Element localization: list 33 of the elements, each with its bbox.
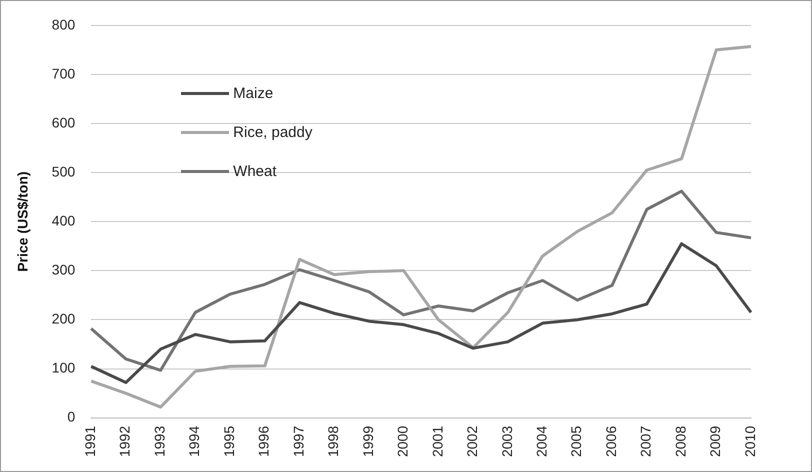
y-tick-label: 400 xyxy=(52,212,76,228)
x-tick-label: 2007 xyxy=(638,426,654,458)
x-tick-label: 1995 xyxy=(220,426,237,458)
y-tick-label: 600 xyxy=(52,114,76,130)
x-tick-label: 1996 xyxy=(256,426,272,458)
x-tick-label: 2004 xyxy=(533,426,550,458)
x-tick-label: 2003 xyxy=(498,426,515,458)
x-tick-label: 1991 xyxy=(82,426,98,458)
legend-label: Maize xyxy=(233,85,274,102)
x-tick-label: 2001 xyxy=(429,426,446,458)
legend-label: Rice, paddy xyxy=(233,124,312,142)
x-tick-label: 2002 xyxy=(464,426,480,458)
y-tick-label: 100 xyxy=(52,360,76,376)
y-tick-label: 0 xyxy=(67,408,76,425)
x-tick-label: 1992 xyxy=(116,426,133,458)
y-tick-label: 200 xyxy=(52,310,76,327)
y-tick-label: 800 xyxy=(52,16,76,32)
x-tick-label: 2010 xyxy=(742,426,758,458)
x-tick-label: 2005 xyxy=(568,426,584,458)
x-tick-label: 2006 xyxy=(602,426,619,458)
x-tick-label: 1998 xyxy=(325,426,342,458)
x-tick-label: 1997 xyxy=(290,426,306,458)
legend-label: Wheat xyxy=(233,163,277,180)
x-tick-label: 1993 xyxy=(151,426,168,458)
x-tick-label: 2000 xyxy=(394,426,411,458)
y-tick-label: 700 xyxy=(52,65,76,82)
x-tick-label: 2009 xyxy=(707,426,724,458)
x-tick-label: 1999 xyxy=(360,426,376,458)
y-axis-title: Price (US$/ton) xyxy=(14,171,30,272)
x-tick-label: 2008 xyxy=(672,426,688,458)
x-tick-label: 1994 xyxy=(186,426,202,458)
y-tick-label: 300 xyxy=(52,262,76,278)
y-tick-label: 500 xyxy=(52,163,76,180)
